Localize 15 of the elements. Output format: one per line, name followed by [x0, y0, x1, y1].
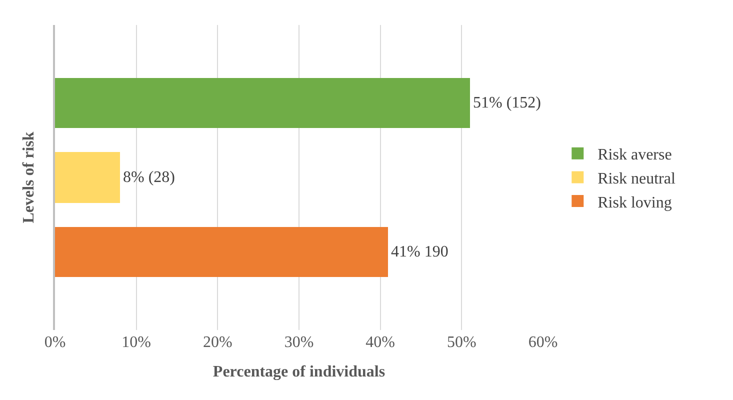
legend-label: Risk averse: [598, 146, 672, 164]
y-axis-title: Levels of risk: [20, 132, 38, 224]
data-label: 8% (28): [123, 169, 175, 186]
data-label: 51% (152): [473, 94, 541, 112]
x-axis-title: Percentage of individuals: [212, 364, 386, 381]
data-label: 41% 190: [391, 244, 448, 260]
x-tick-label: 40%: [366, 334, 395, 351]
x-tick-label: 30%: [284, 334, 314, 351]
x-tick-label: 60%: [528, 334, 558, 351]
x-tick-label: 20%: [203, 334, 232, 351]
x-tick-label: 0%: [44, 334, 66, 351]
legend-label: Risk neutral: [598, 170, 676, 188]
legend-label: Risk loving: [598, 194, 672, 212]
x-tick-label: 50%: [447, 334, 476, 351]
x-tick-label: 10%: [122, 334, 151, 351]
